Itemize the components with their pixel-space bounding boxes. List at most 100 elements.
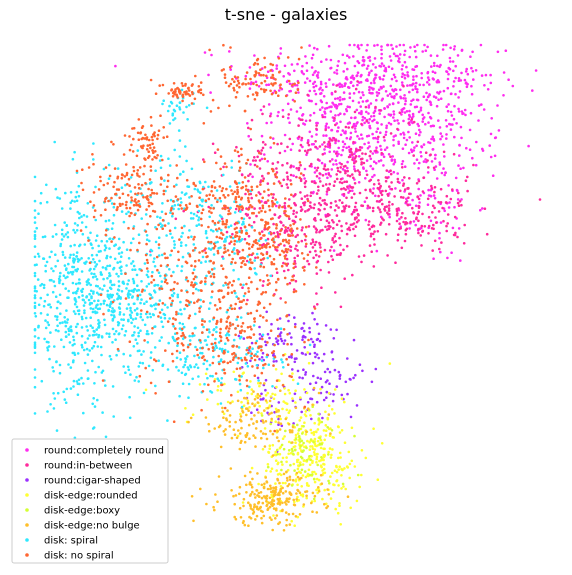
data-point [218,214,222,217]
data-point [318,145,322,148]
data-point [304,490,307,494]
data-point [292,165,295,168]
data-point [104,197,107,201]
data-point [241,248,245,252]
data-point [175,93,178,96]
data-point [176,176,179,180]
data-point [88,334,91,337]
data-point [445,133,448,136]
data-point [439,63,442,67]
data-point [297,168,301,172]
data-point [371,119,374,123]
data-point [303,445,306,449]
data-point [159,166,163,170]
data-point [164,349,167,352]
data-point [246,365,250,368]
data-point [255,272,258,276]
data-point [382,135,386,139]
data-point [181,231,184,235]
data-point [310,135,314,138]
data-point [444,119,448,122]
data-point [37,336,40,340]
data-point [280,358,283,361]
data-point [345,78,349,81]
data-point [180,201,183,204]
data-point [374,73,378,77]
data-point [330,139,334,142]
data-point [192,238,195,241]
data-point [116,205,119,209]
data-point [173,117,177,120]
data-point [449,60,452,63]
data-point [243,396,246,400]
data-point [335,107,339,110]
data-point [283,254,287,258]
data-point [344,171,347,175]
data-point [449,128,453,131]
data-point [91,402,94,406]
data-point [452,152,456,156]
data-point [160,308,164,312]
data-point [291,397,294,400]
data-point [102,183,106,187]
data-point [246,213,250,216]
data-point [143,289,146,292]
data-point [137,192,140,195]
data-point [194,287,198,291]
data-point [191,332,194,335]
data-point [245,413,248,417]
data-point [175,310,178,314]
data-point [227,84,231,88]
data-point [184,360,187,364]
data-point [301,335,305,339]
data-point [344,487,348,491]
data-point [404,222,407,226]
data-point [256,396,260,400]
data-point [211,142,215,146]
data-point [434,153,437,157]
data-point [330,471,334,475]
data-point [400,162,404,166]
data-point [271,63,275,67]
data-point [412,154,416,157]
data-point [403,165,407,168]
data-point [246,190,250,193]
data-point [300,468,304,472]
data-point [310,501,313,505]
data-point [288,523,292,526]
data-point [302,72,306,76]
data-point [452,80,456,83]
data-point [459,167,462,170]
data-point [417,206,421,210]
data-point [40,379,44,383]
data-point [386,193,390,196]
data-point [221,267,225,271]
data-point [240,231,243,234]
data-point [304,149,307,153]
data-point [190,195,193,198]
data-point [356,169,360,172]
data-point [278,452,282,456]
data-point [247,134,250,138]
data-point [296,489,300,493]
data-point [354,155,358,158]
data-point [214,344,218,348]
data-point [102,277,105,281]
data-point [296,460,299,464]
data-point [127,226,130,230]
data-point [465,67,469,71]
data-point [85,215,89,218]
data-point [395,213,399,217]
data-point [380,56,383,60]
data-point [295,349,299,352]
data-point [171,359,175,363]
data-point [122,365,125,368]
data-point [356,212,360,216]
data-point [205,274,208,278]
data-point [226,409,229,412]
data-point [391,47,395,50]
data-point [419,194,422,197]
data-point [464,113,467,117]
data-point [270,262,274,266]
data-point [334,507,338,511]
